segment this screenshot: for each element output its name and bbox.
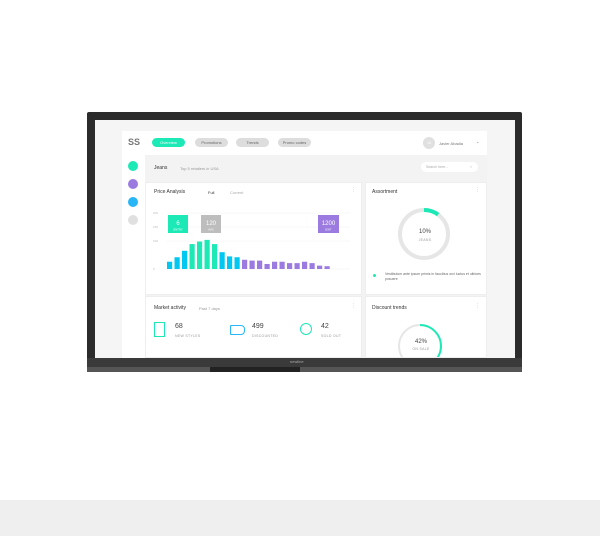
stat-value: 42 (321, 323, 329, 330)
bar (182, 250, 188, 269)
discount-title: Discount trends (372, 305, 407, 311)
shirt-icon[interactable] (128, 197, 138, 207)
bar (324, 266, 330, 269)
discount-percent: 42% (414, 339, 427, 345)
discount-label: ON SALE (412, 347, 430, 351)
avatar[interactable]: JA (423, 137, 435, 149)
y-tick-label: 0 (153, 267, 155, 271)
more-options-icon[interactable]: ⋮ (475, 187, 480, 193)
marker-value: 1200 (322, 221, 336, 227)
more-icon[interactable] (128, 215, 138, 225)
monitor-base (87, 367, 522, 372)
bar (174, 257, 180, 269)
marker-value: 6 (176, 221, 180, 227)
market-title: Market activity (154, 305, 186, 311)
bar (279, 261, 285, 269)
bar (167, 261, 173, 269)
bar (272, 261, 278, 269)
tab-trends[interactable]: Trends (236, 138, 269, 147)
bar (294, 263, 300, 269)
more-options-icon[interactable]: ⋮ (351, 303, 356, 309)
assortment-card (365, 182, 487, 295)
bar (204, 239, 210, 269)
bar (257, 260, 263, 269)
monitor-stand (210, 367, 300, 372)
bar (302, 261, 308, 269)
price-analysis-card (145, 182, 362, 295)
stat-label: NEW STYLES (175, 334, 201, 338)
bar (197, 241, 203, 269)
tab-full[interactable]: Full (208, 190, 215, 195)
bar (242, 259, 248, 269)
assortment-label: JEANS (418, 238, 432, 242)
bar (264, 263, 270, 269)
floor (0, 500, 600, 536)
logo: SS (128, 137, 141, 147)
y-tick-label: 150 (153, 225, 158, 229)
bar (309, 263, 315, 269)
page-subtitle: Top 5 retailers in USA (180, 166, 219, 171)
jeans-icon[interactable] (128, 161, 138, 171)
search-icon: ⌕ (470, 164, 473, 169)
market-activity-card (145, 296, 362, 358)
tag-icon (230, 325, 245, 335)
stat-label: SOLD OUT (321, 334, 342, 338)
price-analysis-title: Price Analysis (154, 189, 186, 195)
marker-label: AVG (208, 228, 214, 232)
y-tick-label: 200 (153, 211, 158, 215)
jeans-icon (154, 322, 165, 337)
market-period: Past 7 days (199, 306, 220, 311)
assortment-percent: 10% (418, 229, 431, 235)
monitor-chin (87, 358, 522, 367)
bar (249, 260, 255, 269)
bar (227, 256, 233, 269)
discount-donut-wrap (397, 323, 445, 357)
discount-donut (398, 324, 442, 357)
marker-label: ENTRY (173, 228, 183, 232)
bar (189, 244, 195, 269)
bar (212, 244, 218, 269)
stat-label: DISCOUNTED (252, 334, 279, 338)
sold-out-icon (300, 323, 312, 335)
page-title: Jeans (154, 165, 168, 171)
tab-overview[interactable]: Overview (152, 138, 185, 147)
tab-current[interactable]: Current (230, 190, 244, 195)
donut-progress (398, 208, 450, 260)
stat-value: 499 (252, 323, 264, 330)
assortment-donut (398, 208, 450, 260)
more-options-icon[interactable]: ⋮ (475, 303, 480, 309)
marker-label: EXIT (325, 228, 332, 232)
bar (219, 252, 225, 269)
search-input[interactable]: Search here... (421, 162, 478, 172)
tab-promotions[interactable]: Promotions (195, 138, 228, 147)
bar (287, 263, 293, 269)
chevron-down-icon[interactable]: ⌄ (476, 139, 480, 144)
assortment-legend: Vestibulum ante ipsum primis in faucibus… (385, 272, 481, 281)
legend-dot (373, 274, 376, 277)
stat-value: 68 (175, 323, 183, 330)
y-tick-label: 100 (153, 239, 158, 243)
tab-promo-codes[interactable]: Promo codes (278, 138, 311, 147)
discount-trends-card (365, 296, 487, 358)
bar (234, 257, 240, 269)
brand-label: newline (290, 359, 304, 364)
more-options-icon[interactable]: ⋮ (351, 187, 356, 193)
shoe-icon[interactable] (128, 179, 138, 189)
assortment-title: Assortment (372, 189, 398, 195)
user-name[interactable]: Javier Abadia (439, 141, 464, 146)
donut-progress (398, 324, 442, 357)
bar (317, 265, 323, 269)
marker-value: 120 (206, 221, 217, 227)
